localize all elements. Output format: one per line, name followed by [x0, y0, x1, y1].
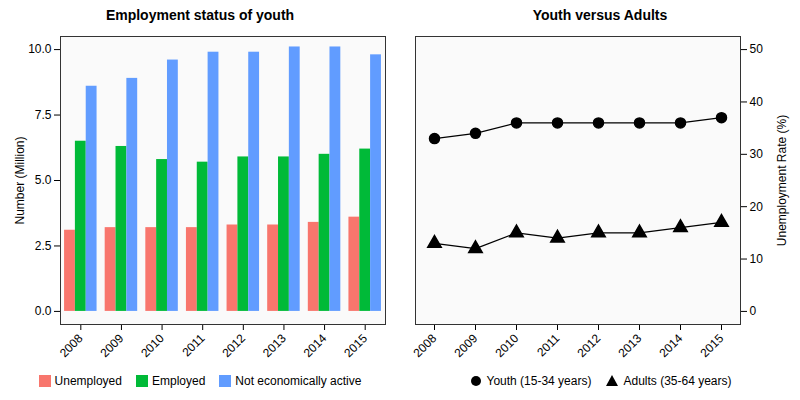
svg-text:0.0: 0.0 [35, 304, 52, 318]
svg-text:0: 0 [750, 304, 757, 318]
svg-text:2009: 2009 [452, 331, 481, 360]
svg-text:Number (Million): Number (Million) [13, 136, 27, 224]
html-text:Youth (15-34 years): Youth (15-34 years) [486, 374, 592, 388]
svg-text:2011: 2011 [534, 331, 562, 359]
svg-text:2010: 2010 [493, 331, 522, 360]
svg-text:2010: 2010 [138, 331, 167, 360]
svg-text:2009: 2009 [97, 331, 126, 360]
html-text:Employment status of youth: Employment status of youth [105, 7, 295, 23]
svg-text:2014: 2014 [657, 331, 686, 360]
svg-text:5.0: 5.0 [35, 173, 52, 187]
svg-text:2015: 2015 [341, 331, 370, 360]
svg-text:2013: 2013 [616, 331, 645, 360]
svg-text:10.0: 10.0 [28, 42, 52, 56]
svg-text:2012: 2012 [219, 331, 248, 360]
svg-text:2014: 2014 [301, 331, 330, 360]
html-text:Unemployed: Unemployed [54, 374, 122, 388]
svg-text:50: 50 [750, 42, 764, 56]
html-text:Not economically active: Not economically active [235, 374, 362, 388]
svg-text:2.5: 2.5 [35, 239, 52, 253]
svg-text:2012: 2012 [575, 331, 604, 360]
svg-text:40: 40 [750, 95, 764, 109]
html-text:Adults (35-64 years): Adults (35-64 years) [623, 374, 732, 388]
svg-text:2013: 2013 [260, 331, 289, 360]
svg-text:2008: 2008 [411, 331, 440, 360]
html-text:Employed: Employed [152, 374, 206, 388]
svg-text:2011: 2011 [179, 331, 207, 359]
svg-text:Unemployment Rate (%): Unemployment Rate (%) [775, 115, 789, 246]
svg-text:20: 20 [750, 200, 764, 214]
svg-text:2008: 2008 [57, 331, 86, 360]
svg-text:30: 30 [750, 147, 764, 161]
svg-text:7.5: 7.5 [35, 108, 52, 122]
html-text:Youth versus Adults: Youth versus Adults [532, 7, 668, 23]
svg-text:2015: 2015 [698, 331, 727, 360]
svg-text:10: 10 [750, 252, 764, 266]
